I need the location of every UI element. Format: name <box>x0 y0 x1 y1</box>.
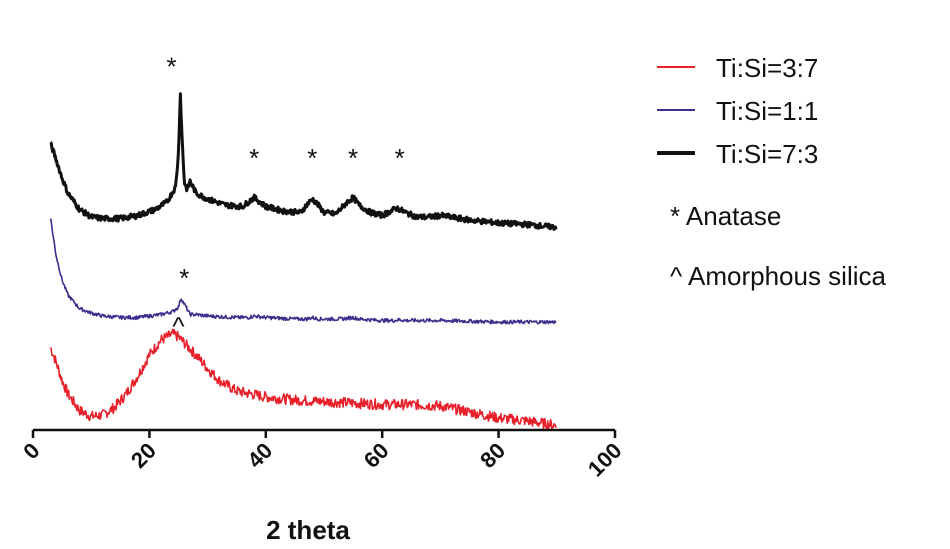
x-tick-label-1: 20 <box>126 438 161 473</box>
legend-label-7-3: Ti:Si=7:3 <box>716 139 818 169</box>
peak-marker-1: * <box>249 143 259 173</box>
x-tick-label-5: 100 <box>583 438 627 482</box>
x-ticks: 0 20 40 60 80 100 <box>18 430 627 482</box>
series-layer <box>49 92 558 431</box>
series-line-0 <box>49 328 557 431</box>
legend: Ti:Si=3:7 Ti:Si=1:1 Ti:Si=7:3 <box>657 53 818 169</box>
peak-marker-3: * <box>348 143 358 173</box>
series-line-1 <box>49 218 557 325</box>
legend-label-1-1: Ti:Si=1:1 <box>716 96 818 126</box>
note-anatase: * Anatase <box>670 201 781 231</box>
peak-marker-6: ^ <box>172 311 185 341</box>
note-amorphous-silica: ^ Amorphous silica <box>670 261 887 291</box>
peak-marker-2: * <box>307 143 317 173</box>
peak-markers: * * * * * * ^ <box>166 52 404 342</box>
x-tick-label-4: 80 <box>475 438 510 473</box>
x-tick-label-3: 60 <box>359 438 394 473</box>
series-line-2 <box>49 92 558 231</box>
peak-marker-4: * <box>395 143 405 173</box>
peak-marker-0: * <box>166 52 176 82</box>
x-tick-label-0: 0 <box>18 438 44 464</box>
legend-label-3-7: Ti:Si=3:7 <box>716 53 818 83</box>
x-axis-title: 2 theta <box>266 515 350 545</box>
x-tick-label-2: 40 <box>242 438 277 473</box>
peak-marker-5: * <box>179 263 189 293</box>
